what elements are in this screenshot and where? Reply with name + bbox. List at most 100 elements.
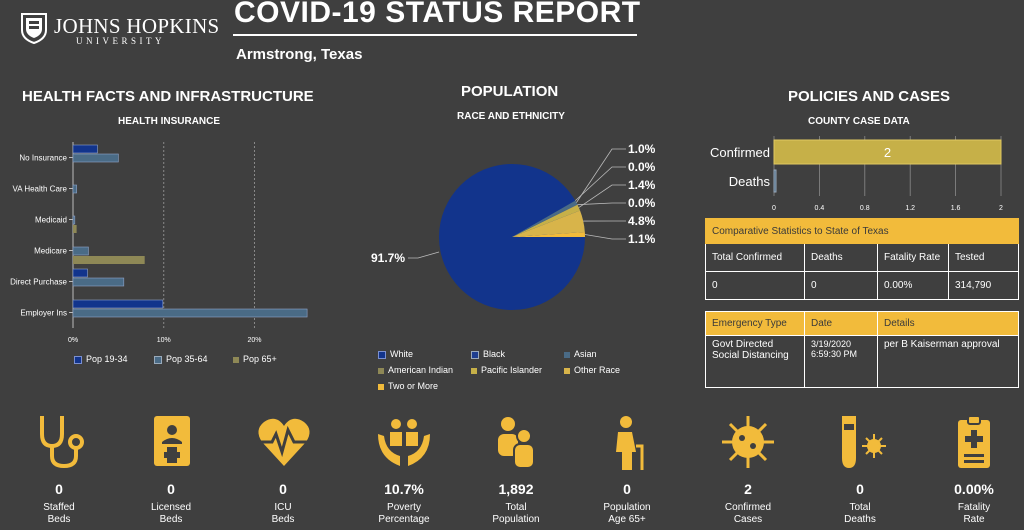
stat-label: Total Deaths xyxy=(844,502,876,525)
stat-label: Total Population xyxy=(492,502,540,525)
race-pie-chart: 1.0% 0.0% 1.4% 0.0% 4.8% 1.1% 91.7% xyxy=(371,142,656,310)
pie-label: 4.8% xyxy=(628,214,656,228)
page-title: COVID-19 STATUS REPORT xyxy=(234,0,641,29)
health-insurance-chart: No Insurance VA Health Care Medicaid Medica… xyxy=(10,142,308,344)
pie-slice-pacific-islander xyxy=(512,204,581,237)
pie-slice-asian xyxy=(512,200,578,237)
x-tick-label: 0.4 xyxy=(815,205,825,212)
bar-pop-65- xyxy=(73,225,77,233)
health-insurance-subtitle: HEALTH INSURANCE xyxy=(118,116,221,127)
pie-leader-line xyxy=(578,184,626,208)
col-emergency-type: Emergency Type xyxy=(705,311,805,336)
stat-value: 0 xyxy=(55,481,63,497)
x-tick-label: 20% xyxy=(247,337,261,344)
col-tested: Tested xyxy=(948,243,1019,272)
bar-pop-35-64 xyxy=(72,246,89,256)
val-deaths: 0 xyxy=(804,271,878,300)
stat-label: Staffed Beds xyxy=(43,502,75,525)
category-label: No Insurance xyxy=(19,154,67,163)
bar-pop-35-64 xyxy=(72,277,125,287)
clipboard-icon xyxy=(958,415,990,468)
stat-label: ICU Beds xyxy=(271,502,295,525)
county-case-chart: 0 0.4 0.8 1.2 1.6 2 Confirmed 2 Deaths xyxy=(710,136,1003,212)
val-total-confirmed: 0 xyxy=(705,271,805,300)
emergency-details-value: per B Kaiserman approval xyxy=(877,335,1019,388)
pie-leader-line xyxy=(408,251,440,259)
jhu-logo: JOHNS HOPKINS UNIVERSITY xyxy=(20,12,219,48)
shield-icon xyxy=(21,13,47,44)
pie-leader-line xyxy=(577,202,626,206)
stat-label: Poverty Percentage xyxy=(378,502,430,525)
bar-pop-65- xyxy=(73,256,145,264)
x-tick-label: 0% xyxy=(68,337,78,344)
virus-icon xyxy=(722,416,774,468)
stat-value: 0 xyxy=(279,481,287,497)
case-bar xyxy=(773,169,777,193)
pie-label: 1.1% xyxy=(628,232,656,246)
pie-label: 0.0% xyxy=(628,196,656,210)
population-icon xyxy=(498,417,535,469)
col-fatality-rate: Fatality Rate xyxy=(877,243,949,272)
legend-pop-65: Pop 65+ xyxy=(233,354,277,364)
comparative-table: Comparative Statistics to State of Texas… xyxy=(705,218,1019,300)
stat-label: Confirmed Cases xyxy=(724,502,772,525)
county-case-subtitle: COUNTY CASE DATA xyxy=(808,116,910,127)
pie-leader-line xyxy=(576,148,626,203)
x-tick-label: 1.6 xyxy=(951,205,961,212)
pie-label: 1.0% xyxy=(628,142,656,156)
stat-value: 0 xyxy=(623,481,631,497)
case-category-label: Deaths xyxy=(729,174,771,189)
stethoscope-icon xyxy=(40,416,84,469)
pie-label: 91.7% xyxy=(371,251,405,265)
case-bar-label: 2 xyxy=(884,145,891,160)
hands-people-icon xyxy=(378,419,430,466)
case-bar xyxy=(773,139,1002,165)
legend-pop-19-34: Pop 19-34 xyxy=(74,354,128,364)
pie-slice-two-or-more xyxy=(512,231,585,237)
val-fatality-rate: 0.00% xyxy=(877,271,949,300)
race-subtitle: RACE AND ETHNICITY xyxy=(457,111,565,122)
legend-other-race: Other Race xyxy=(564,365,620,375)
policies-section-title: POLICIES AND CASES xyxy=(788,88,950,105)
medical-card-icon xyxy=(154,416,190,466)
pie-label: 0.0% xyxy=(628,160,656,174)
x-tick-label: 0.8 xyxy=(860,205,870,212)
logo-subtext: UNIVERSITY xyxy=(76,36,165,46)
val-tested: 314,790 xyxy=(948,271,1019,300)
legend-two-or-more: Two or More xyxy=(378,381,438,391)
stat-value: 0.00% xyxy=(954,481,994,497)
bar-pop-35-64 xyxy=(72,308,308,318)
stat-value: 0 xyxy=(856,481,864,497)
legend-white: White xyxy=(378,349,413,359)
comparative-title: Comparative Statistics to State of Texas xyxy=(705,218,1019,244)
col-details: Details xyxy=(877,311,1019,336)
case-category-label: Confirmed xyxy=(710,145,770,160)
category-label: Direct Purchase xyxy=(10,278,67,287)
pie-leader-line xyxy=(575,166,626,201)
x-tick-label: 0 xyxy=(772,205,776,212)
pie-leader-line xyxy=(584,234,626,240)
stat-label: Licensed Beds xyxy=(150,502,192,525)
category-label: Medicare xyxy=(34,247,67,256)
stat-value: 1,892 xyxy=(498,481,534,497)
bar-pop-19-34 xyxy=(72,299,164,309)
population-section-title: POPULATION xyxy=(461,83,559,100)
title-underline xyxy=(233,34,637,36)
bar-pop-35-64 xyxy=(72,153,119,163)
location-subtitle: Armstrong, Texas xyxy=(236,46,363,63)
stat-label: Fatality Rate xyxy=(957,502,991,525)
stat-value: 2 xyxy=(744,481,752,497)
emergency-date-value: 3/19/2020 6:59:30 PM xyxy=(804,335,878,388)
legend-black: Black xyxy=(471,349,505,359)
emergency-table: Emergency Type Date Details Govt Directe… xyxy=(705,311,1019,388)
category-label: VA Health Care xyxy=(12,185,67,194)
heartbeat-icon xyxy=(258,418,310,466)
legend-pacific-islander: Pacific Islander xyxy=(471,365,542,375)
logo-text: JOHNS HOPKINS xyxy=(54,14,220,38)
x-tick-label: 2 xyxy=(999,205,1003,212)
pie-legend: White Black Asian American Indian Pacifi… xyxy=(378,349,678,397)
stat-label: Population Age 65+ xyxy=(603,502,651,525)
bar-pop-35-64 xyxy=(72,184,77,194)
test-tube-virus-icon xyxy=(842,416,886,468)
bar-pop-19-34 xyxy=(72,144,98,154)
